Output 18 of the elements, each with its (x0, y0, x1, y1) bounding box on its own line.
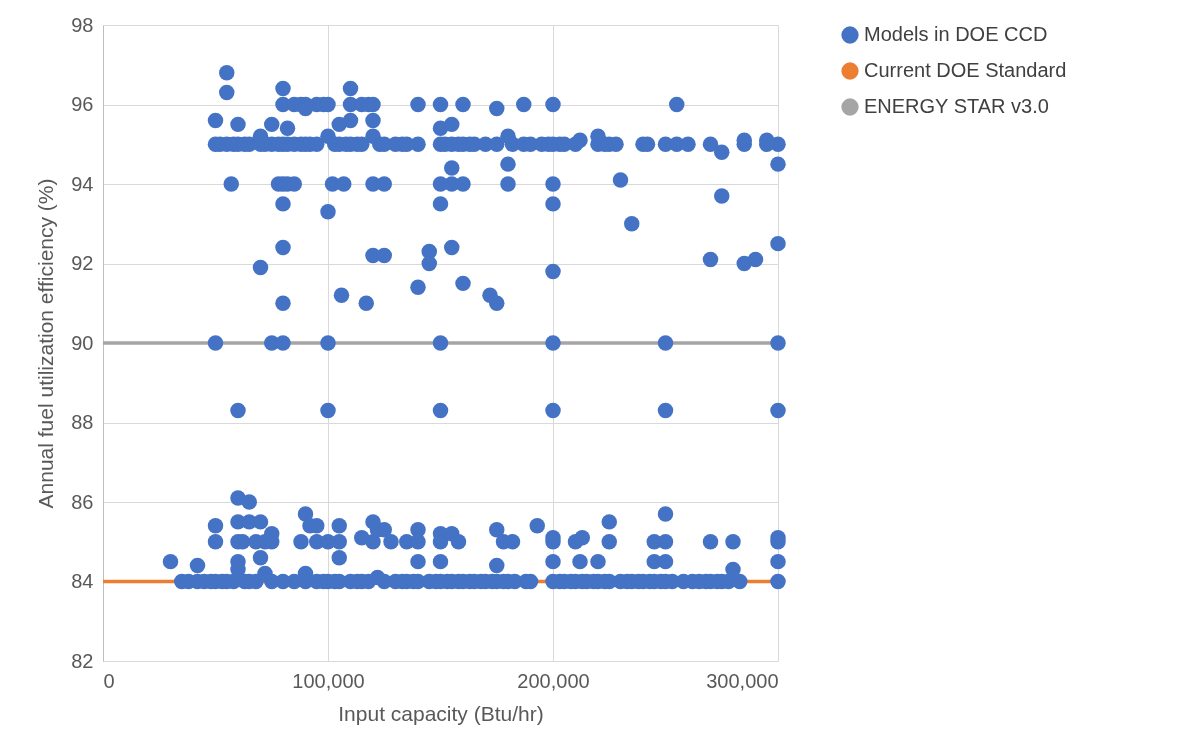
y-tick-label: 90 (71, 331, 94, 354)
x-axis-title: Input capacity (Btu/hr) (338, 701, 544, 725)
y-tick-label: 82 (71, 649, 94, 672)
x-tick-label: 0 (103, 669, 115, 692)
y-tick-label: 86 (71, 490, 94, 513)
y-tick-label: 92 (71, 252, 94, 274)
legend-label: ENERGY STAR v3.0 (864, 95, 1049, 117)
x-tick-label: 100,000 (292, 669, 365, 692)
legend-label: Models in DOE CCD (864, 23, 1048, 45)
legend-label: Current DOE Standard (864, 59, 1067, 81)
x-tick-label: 300,000 (706, 669, 779, 692)
x-tick-label: 200,000 (517, 669, 590, 692)
y-tick-label: 96 (71, 93, 94, 115)
y-tick-label: 98 (71, 13, 94, 36)
y-tick-label: 94 (71, 172, 94, 195)
y-tick-label: 84 (71, 570, 94, 592)
y-tick-label: 88 (71, 411, 94, 433)
y-axis-title: Annual fuel utilization efficiency (%) (34, 178, 58, 509)
